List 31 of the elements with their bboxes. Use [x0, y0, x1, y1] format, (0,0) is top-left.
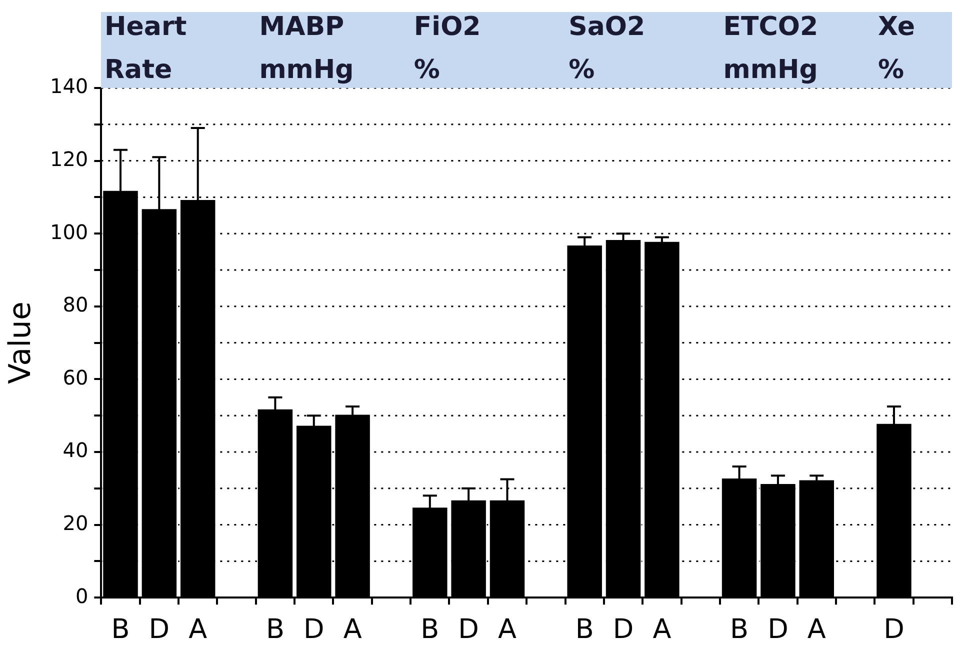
- y-tick-label: 40: [62, 438, 88, 462]
- x-tick-label: A: [807, 614, 826, 645]
- y-axis-title: Value: [2, 302, 38, 384]
- x-tick-label: B: [111, 614, 130, 645]
- text: ETCO2 mmHg: [723, 11, 818, 87]
- y-tick-label: 120: [50, 147, 88, 172]
- y-tick-label: 80: [62, 292, 88, 317]
- x-tick-label: D: [768, 614, 788, 645]
- y-tick-label: 20: [62, 511, 88, 536]
- x-tick-label: B: [730, 614, 749, 645]
- y-tick-label: 0: [75, 584, 88, 608]
- x-tick-label: A: [498, 614, 518, 645]
- x-tick-label: B: [266, 614, 284, 645]
- text: MABP mmHg: [259, 11, 354, 87]
- x-tick-label: D: [458, 614, 479, 645]
- x-tick-label: B: [420, 614, 440, 645]
- x-tick-label: D: [612, 614, 634, 645]
- text: Xe %: [878, 11, 915, 87]
- text: FiO2 %: [414, 11, 481, 87]
- x-tick-label: A: [188, 614, 208, 645]
- x-tick-label: A: [652, 614, 672, 645]
- y-tick-label: 140: [50, 74, 88, 98]
- text: SaO2 %: [568, 11, 646, 87]
- x-tick-label: D: [148, 614, 170, 645]
- x-tick-label: D: [303, 614, 324, 645]
- x-tick-label: B: [575, 614, 594, 645]
- y-tick-label: 100: [50, 220, 88, 244]
- x-tick-label: D: [884, 614, 904, 645]
- x-tick-label: A: [343, 614, 362, 645]
- y-tick-label: 60: [62, 365, 88, 390]
- text: Heart Rate: [104, 11, 187, 87]
